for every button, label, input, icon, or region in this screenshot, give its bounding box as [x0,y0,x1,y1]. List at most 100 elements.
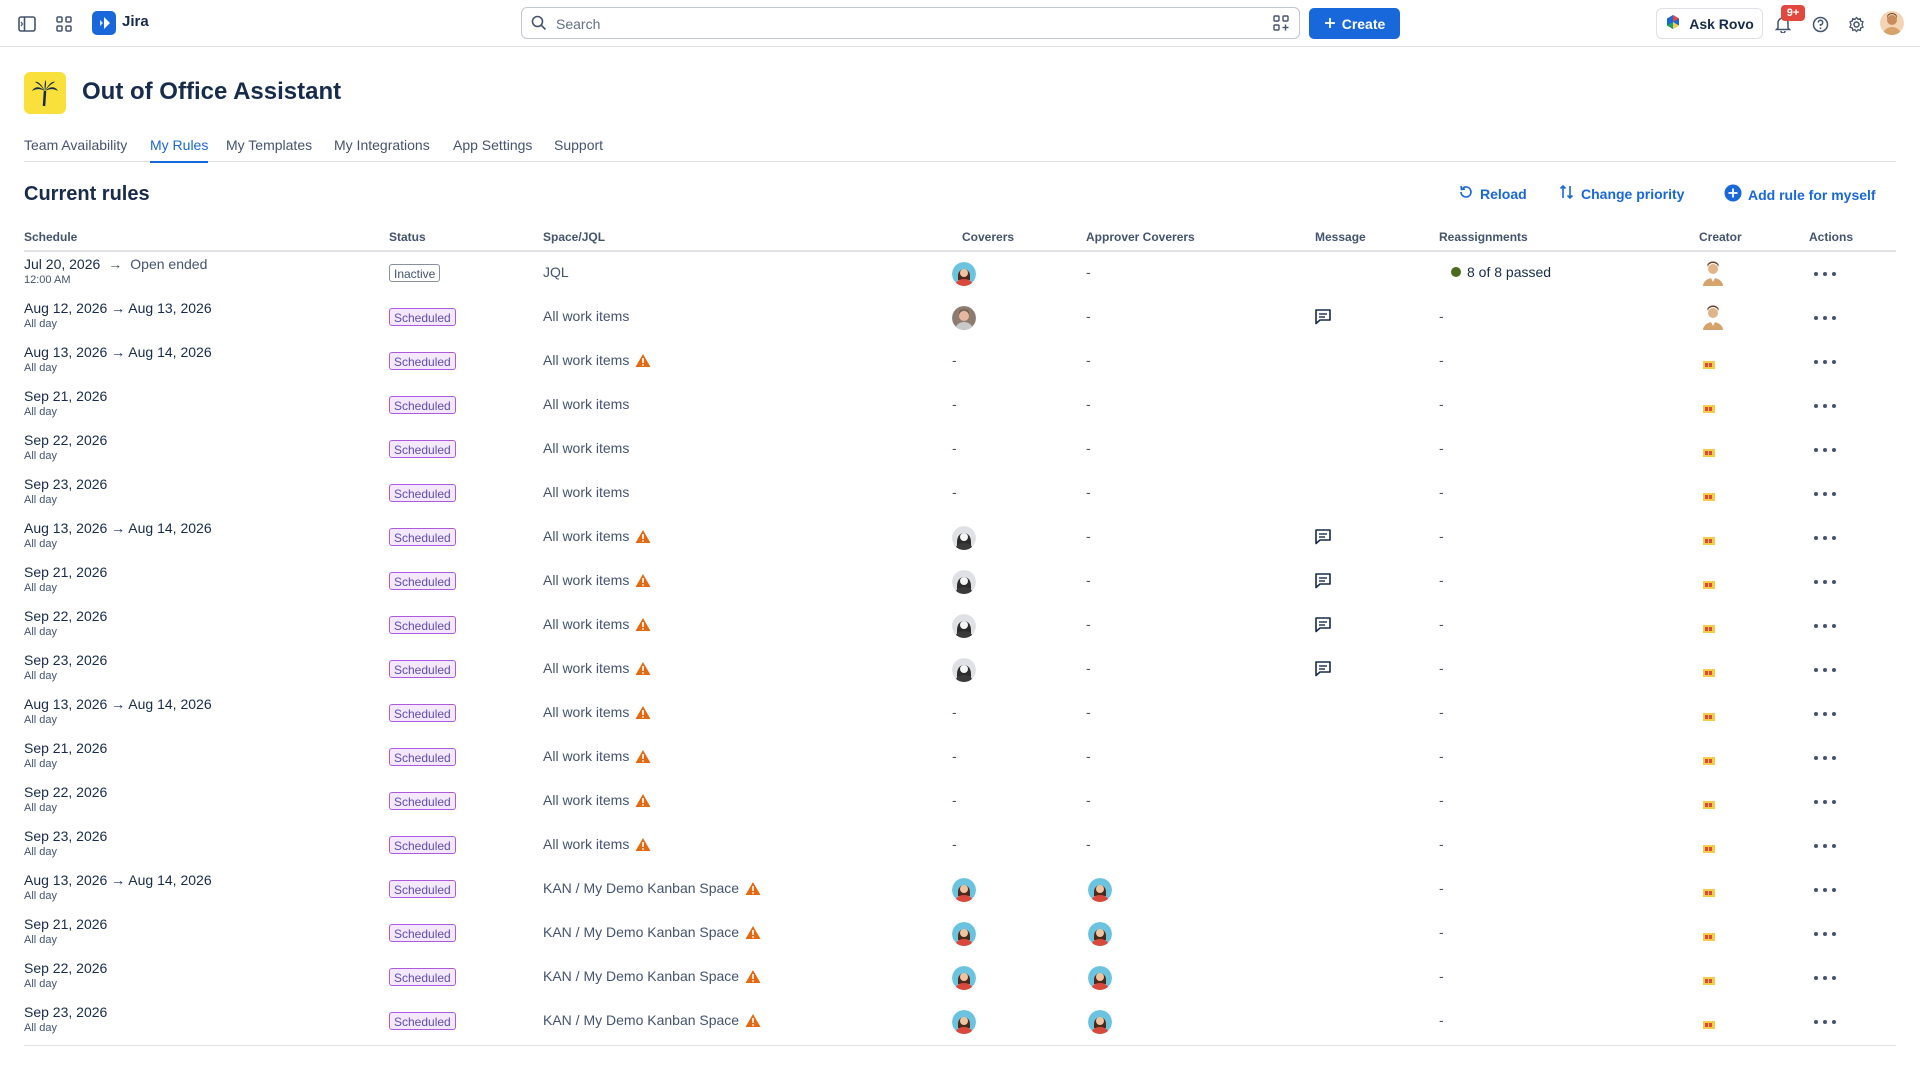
coverer-avatar[interactable] [952,306,976,330]
creator-flag-icon[interactable] [1703,840,1715,853]
creator-avatar[interactable] [1702,304,1724,330]
coverer-avatar[interactable] [952,878,976,902]
table-row[interactable]: Sep 22, 2026 All day Scheduled All work ite… [0,428,1920,472]
column-header-space[interactable]: Space/JQL [543,230,606,244]
more-icon[interactable] [1814,396,1836,416]
table-row[interactable]: Sep 23, 2026 All day Scheduled All work ite… [0,472,1920,516]
more-icon[interactable] [1814,880,1836,900]
tab-app-settings[interactable]: App Settings [453,137,533,153]
warning-icon[interactable] [745,925,761,940]
user-avatar[interactable] [1880,11,1904,35]
create-button[interactable]: Create [1309,8,1400,39]
more-icon[interactable] [1814,792,1836,812]
creator-flag-icon[interactable] [1703,708,1715,721]
warning-icon[interactable] [635,705,651,720]
table-row[interactable]: Sep 21, 2026 All day Scheduled All work ite… [0,736,1920,780]
warning-icon[interactable] [745,969,761,984]
table-row[interactable]: Jul 20, 2026 → Open ended 12:00 AM Inactive J… [0,252,1920,296]
coverer-avatar[interactable] [952,262,976,286]
column-header-creator[interactable]: Creator [1699,230,1742,244]
coverer-avatar[interactable] [952,614,976,638]
reload-button[interactable]: Reload [1458,184,1527,203]
tab-support[interactable]: Support [554,137,604,153]
coverer-avatar[interactable] [952,658,976,682]
tab-my-rules[interactable]: My Rules [150,137,209,163]
more-icon[interactable] [1814,528,1836,548]
more-icon[interactable] [1814,264,1836,284]
more-icon[interactable] [1814,660,1836,680]
help-icon[interactable] [1808,12,1832,36]
warning-icon[interactable] [635,617,651,632]
creator-flag-icon[interactable] [1703,972,1715,985]
search-bar[interactable] [521,7,1300,39]
more-icon[interactable] [1814,572,1836,592]
ask-rovo-button[interactable]: Ask Rovo [1656,8,1763,39]
table-row[interactable]: Aug 13, 2026 → Aug 14, 2026 All day Schedu… [0,340,1920,384]
creator-flag-icon[interactable] [1703,752,1715,765]
table-row[interactable]: Sep 21, 2026 All day Scheduled All work ite… [0,384,1920,428]
more-icon[interactable] [1814,440,1836,460]
creator-flag-icon[interactable] [1703,884,1715,897]
table-row[interactable]: Sep 21, 2026 All day Scheduled KAN / My Dem… [0,912,1920,956]
app-name[interactable]: Jira [122,13,149,30]
more-icon[interactable] [1814,836,1836,856]
column-header-message[interactable]: Message [1315,230,1366,244]
table-row[interactable]: Sep 23, 2026 All day Scheduled All work ite… [0,648,1920,692]
creator-flag-icon[interactable] [1703,928,1715,941]
gear-icon[interactable] [1844,12,1868,36]
warning-icon[interactable] [745,1013,761,1028]
more-icon[interactable] [1814,968,1836,988]
sidebar-toggle-icon[interactable] [15,12,39,36]
column-header-status[interactable]: Status [389,230,426,244]
more-icon[interactable] [1814,924,1836,944]
approver-coverer-avatar[interactable] [1088,878,1112,902]
add-rule-button[interactable]: Add rule for myself [1724,184,1876,205]
coverer-avatar[interactable] [952,966,976,990]
table-row[interactable]: Aug 12, 2026 → Aug 13, 2026 All day Schedu… [0,296,1920,340]
more-icon[interactable] [1814,484,1836,504]
table-row[interactable]: Sep 22, 2026 All day Scheduled All work ite… [0,604,1920,648]
creator-flag-icon[interactable] [1703,532,1715,545]
coverer-avatar[interactable] [952,526,976,550]
creator-flag-icon[interactable] [1703,664,1715,677]
warning-icon[interactable] [635,837,651,852]
table-row[interactable]: Aug 13, 2026 → Aug 14, 2026 All day Schedu… [0,516,1920,560]
approver-coverer-avatar[interactable] [1088,1010,1112,1034]
table-row[interactable]: Aug 13, 2026 → Aug 14, 2026 All day Schedu… [0,868,1920,912]
warning-icon[interactable] [635,529,651,544]
more-icon[interactable] [1814,616,1836,636]
coverer-avatar[interactable] [952,1010,976,1034]
column-header-coverers[interactable]: Coverers [962,230,1015,244]
creator-flag-icon[interactable] [1703,356,1715,369]
more-icon[interactable] [1814,1012,1836,1032]
approver-coverer-avatar[interactable] [1088,966,1112,990]
tab-team-availability[interactable]: Team Availability [24,137,128,153]
tab-my-integrations[interactable]: My Integrations [334,137,430,153]
tab-my-templates[interactable]: My Templates [226,137,313,153]
comment-icon[interactable] [1314,572,1332,592]
creator-flag-icon[interactable] [1703,620,1715,633]
reassignments-status[interactable]: 8 of 8 passed [1451,264,1551,280]
warning-icon[interactable] [635,793,651,808]
column-header-schedule[interactable]: Schedule [24,230,78,244]
warning-icon[interactable] [635,661,651,676]
more-icon[interactable] [1814,308,1836,328]
warning-icon[interactable] [745,881,761,896]
creator-flag-icon[interactable] [1703,488,1715,501]
table-row[interactable]: Sep 22, 2026 All day Scheduled All work ite… [0,780,1920,824]
table-row[interactable]: Sep 21, 2026 All day Scheduled All work ite… [0,560,1920,604]
column-header-reassignments[interactable]: Reassignments [1439,230,1528,244]
creator-flag-icon[interactable] [1703,1016,1715,1029]
more-icon[interactable] [1814,704,1836,724]
filter-icon[interactable] [1273,15,1289,34]
creator-flag-icon[interactable] [1703,796,1715,809]
warning-icon[interactable] [635,749,651,764]
creator-avatar[interactable] [1702,260,1724,286]
creator-flag-icon[interactable] [1703,444,1715,457]
creator-flag-icon[interactable] [1703,400,1715,413]
change-priority-button[interactable]: Change priority [1559,184,1684,203]
comment-icon[interactable] [1314,616,1332,636]
coverer-avatar[interactable] [952,570,976,594]
more-icon[interactable] [1814,352,1836,372]
comment-icon[interactable] [1314,660,1332,680]
